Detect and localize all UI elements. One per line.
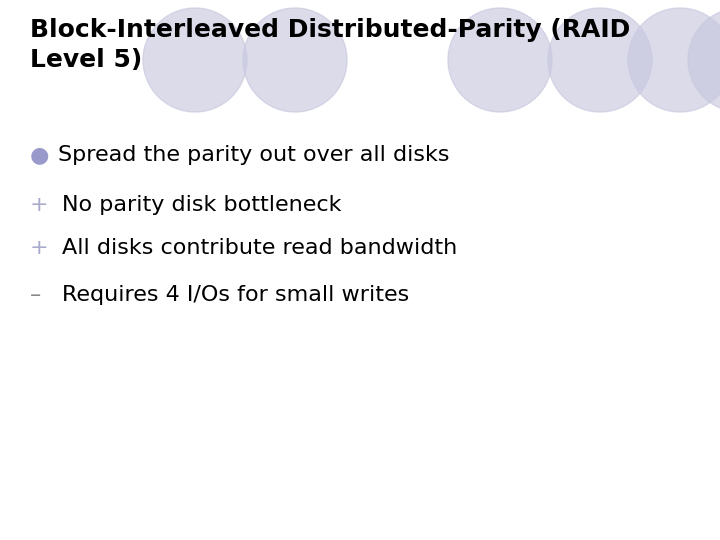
Text: No parity disk bottleneck: No parity disk bottleneck (62, 195, 341, 215)
Text: All disks contribute read bandwidth: All disks contribute read bandwidth (62, 238, 457, 258)
Text: +: + (30, 238, 49, 258)
Ellipse shape (688, 8, 720, 112)
Ellipse shape (143, 8, 247, 112)
Text: Spread the parity out over all disks: Spread the parity out over all disks (58, 145, 449, 165)
Ellipse shape (243, 8, 347, 112)
Text: Requires 4 I/Os for small writes: Requires 4 I/Os for small writes (62, 285, 409, 305)
Text: +: + (30, 195, 49, 215)
Text: –: – (30, 285, 41, 305)
Ellipse shape (448, 8, 552, 112)
Text: Level 5): Level 5) (30, 48, 143, 72)
Text: ●: ● (30, 145, 50, 165)
Text: Block-Interleaved Distributed-Parity (RAID: Block-Interleaved Distributed-Parity (RA… (30, 18, 630, 42)
Ellipse shape (628, 8, 720, 112)
Ellipse shape (548, 8, 652, 112)
